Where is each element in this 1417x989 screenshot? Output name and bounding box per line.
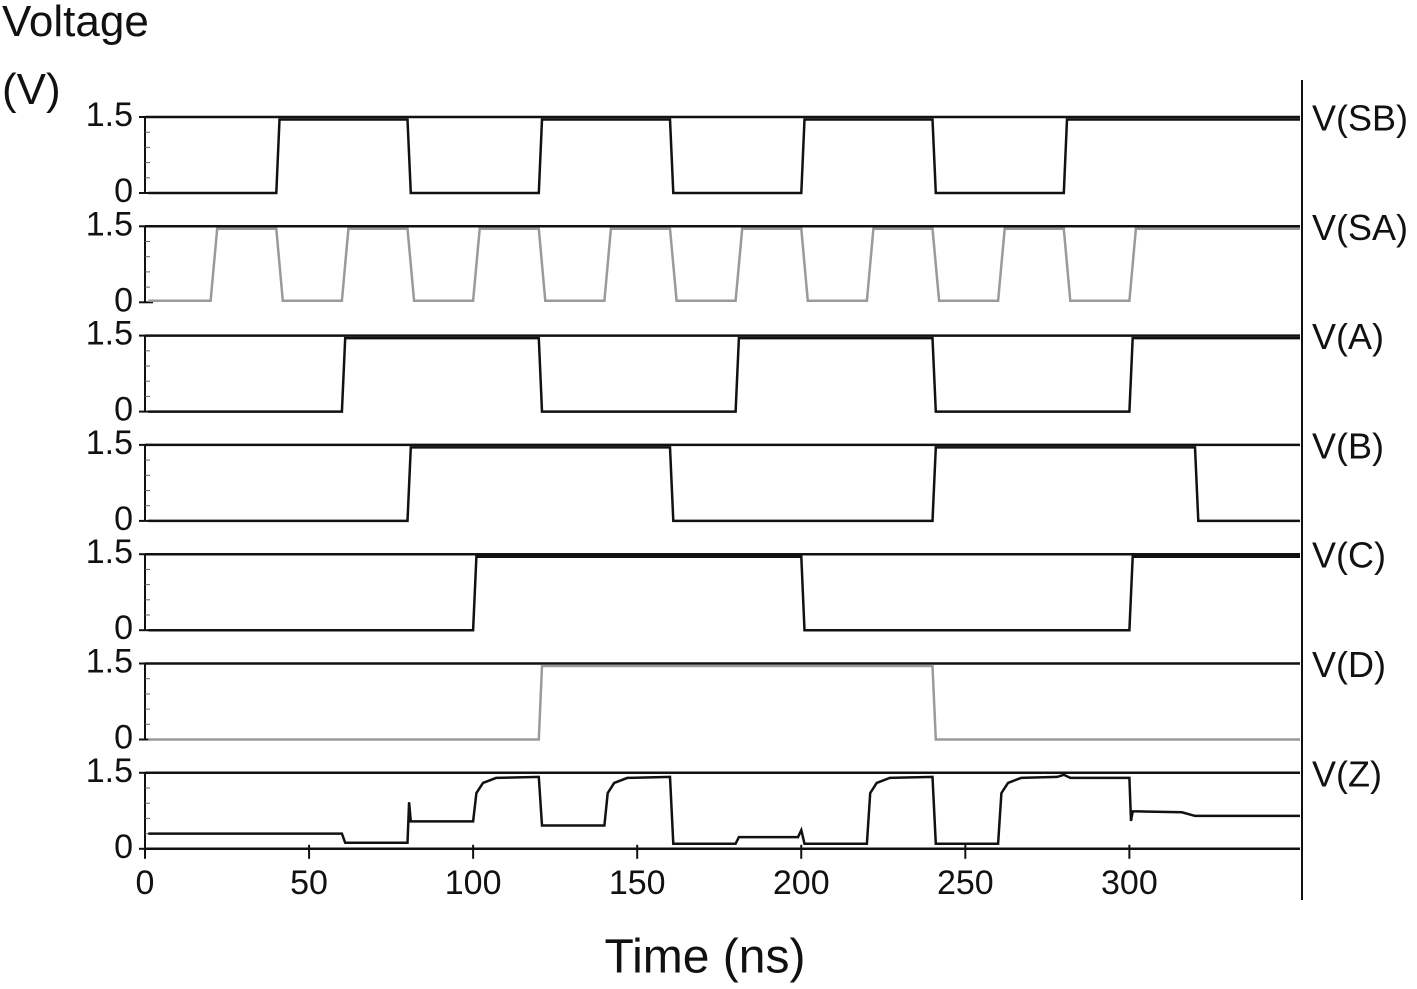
legend-label: V(B)	[1312, 425, 1384, 466]
x-tick-label: 250	[937, 864, 994, 902]
y-tick-label: 0	[114, 609, 133, 647]
legend-label: V(SA)	[1312, 207, 1408, 248]
x-tick-label: 300	[1101, 864, 1158, 902]
legend-label: V(Z)	[1312, 753, 1382, 794]
signal-line	[148, 118, 1300, 195]
y-tick-label: 1.5	[86, 424, 133, 462]
y-tick-label: 0	[114, 718, 133, 756]
y-tick-label: 0	[114, 500, 133, 538]
y-tick-label: 1.5	[86, 533, 133, 571]
legend-label: V(A)	[1312, 316, 1384, 357]
x-tick-label: 0	[136, 864, 155, 902]
signal-line	[148, 664, 1300, 741]
y-tick-label: 0	[114, 172, 133, 210]
x-axis-label: Time (ns)	[605, 931, 806, 984]
y-tick-label: 1.5	[86, 96, 133, 134]
signal-line	[148, 555, 1300, 632]
y-tick-label: 0	[114, 828, 133, 866]
x-tick-label: 150	[609, 864, 666, 902]
y-tick-label: 0	[114, 391, 133, 429]
signal-line	[148, 336, 1300, 413]
y-axis-label: Voltage (V)	[2, 0, 149, 114]
x-tick-label: 100	[445, 864, 502, 902]
legend-label: V(C)	[1312, 535, 1386, 576]
signal-line	[148, 773, 1300, 845]
y-tick-label: 1.5	[86, 205, 133, 243]
x-tick-label: 200	[773, 864, 830, 902]
y-tick-label: 1.5	[86, 642, 133, 680]
x-tick-label: 50	[290, 864, 328, 902]
signal-line	[148, 227, 1300, 303]
signal-line	[148, 446, 1300, 523]
y-tick-label: 1.5	[86, 752, 133, 790]
legend-label: V(SB)	[1312, 98, 1408, 139]
y-tick-label: 1.5	[86, 315, 133, 353]
y-tick-label: 0	[114, 281, 133, 319]
legend-label: V(D)	[1312, 644, 1386, 685]
